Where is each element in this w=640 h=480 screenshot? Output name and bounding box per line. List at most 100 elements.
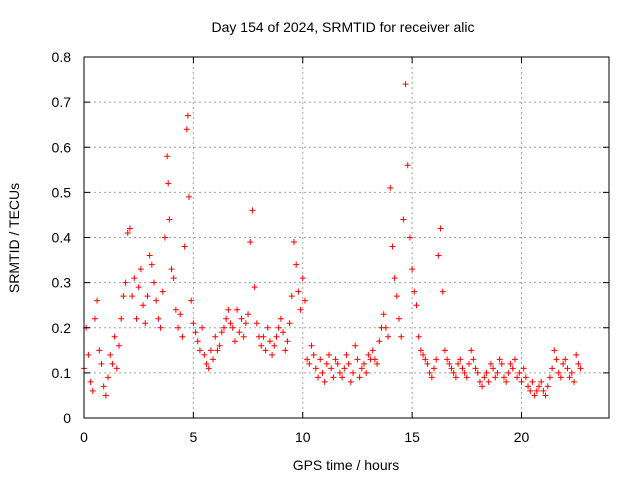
data-point <box>216 342 223 349</box>
data-point <box>126 225 133 232</box>
data-point <box>564 365 571 372</box>
data-point <box>485 378 492 385</box>
data-point <box>89 387 96 394</box>
data-point <box>400 216 407 223</box>
data-point <box>406 234 413 241</box>
data-point <box>297 306 304 313</box>
data-point <box>494 369 501 376</box>
data-point <box>415 333 422 340</box>
data-point <box>332 356 339 363</box>
data-point <box>514 374 521 381</box>
data-point <box>481 374 488 381</box>
data-point <box>271 342 278 349</box>
data-point <box>431 365 437 372</box>
data-point <box>282 347 289 354</box>
data-point <box>85 351 92 358</box>
data-point <box>433 356 440 363</box>
data-point <box>487 360 494 367</box>
data-point <box>280 329 287 336</box>
data-point <box>91 315 98 322</box>
data-point <box>455 360 462 367</box>
data-point <box>411 288 418 295</box>
data-point <box>168 266 175 273</box>
data-point <box>376 338 383 345</box>
data-point <box>157 324 164 331</box>
data-point <box>151 279 157 286</box>
data-point <box>301 297 308 304</box>
data-point <box>148 261 155 268</box>
data-point <box>205 365 212 372</box>
data-point <box>94 297 101 304</box>
data-point <box>396 315 402 322</box>
data-point <box>249 207 256 214</box>
data-point <box>387 184 394 191</box>
data-point <box>341 365 348 372</box>
data-point <box>175 324 182 331</box>
data-point <box>393 293 400 300</box>
data-point <box>450 369 457 376</box>
data-point <box>124 229 131 236</box>
data-point <box>358 365 365 372</box>
y-tick-label: 0 <box>63 410 71 426</box>
data-point <box>266 338 273 345</box>
data-point <box>571 378 577 385</box>
data-point <box>96 347 103 354</box>
data-point <box>120 293 127 300</box>
data-point <box>242 320 249 327</box>
data-point <box>170 275 177 282</box>
y-tick-label: 0.6 <box>52 139 72 155</box>
data-point <box>231 338 238 345</box>
data-point <box>507 360 514 367</box>
data-point <box>251 284 258 291</box>
data-point <box>382 324 389 331</box>
data-point <box>221 324 227 331</box>
data-point <box>210 356 217 363</box>
data-point <box>284 338 291 345</box>
y-tick-label: 0.7 <box>52 94 72 110</box>
data-point <box>546 374 553 381</box>
data-point <box>476 378 483 385</box>
data-point <box>306 360 313 367</box>
data-point <box>87 378 94 385</box>
data-point <box>562 356 569 363</box>
data-point <box>135 284 142 291</box>
data-point <box>549 365 556 372</box>
y-tick-label: 0.4 <box>52 230 72 246</box>
data-point <box>109 360 116 367</box>
data-point <box>258 342 265 349</box>
data-point <box>334 360 341 367</box>
data-point <box>522 374 529 381</box>
data-point <box>525 383 532 390</box>
data-point <box>498 360 505 367</box>
data-point <box>111 333 118 340</box>
data-point <box>490 365 497 372</box>
data-point <box>293 261 300 268</box>
data-point <box>295 288 302 295</box>
data-point <box>218 329 225 336</box>
data-point <box>155 315 162 322</box>
data-point <box>385 333 392 340</box>
data-point <box>448 365 455 372</box>
data-point <box>544 383 551 390</box>
data-point <box>369 347 376 354</box>
data-point <box>321 378 328 385</box>
data-point <box>371 356 378 363</box>
data-point <box>361 360 367 367</box>
data-point <box>531 392 538 399</box>
data-point <box>518 378 525 385</box>
data-point <box>446 360 453 367</box>
data-point <box>365 351 372 358</box>
data-point <box>345 360 352 367</box>
data-point <box>479 383 486 390</box>
data-point <box>551 347 558 354</box>
data-point <box>275 324 282 331</box>
data-point <box>542 392 549 399</box>
data-point <box>505 369 512 376</box>
data-point <box>343 351 350 358</box>
data-point <box>336 369 343 376</box>
data-point <box>424 360 431 367</box>
data-point <box>100 383 107 390</box>
data-point <box>236 329 243 336</box>
data-point <box>113 365 120 372</box>
